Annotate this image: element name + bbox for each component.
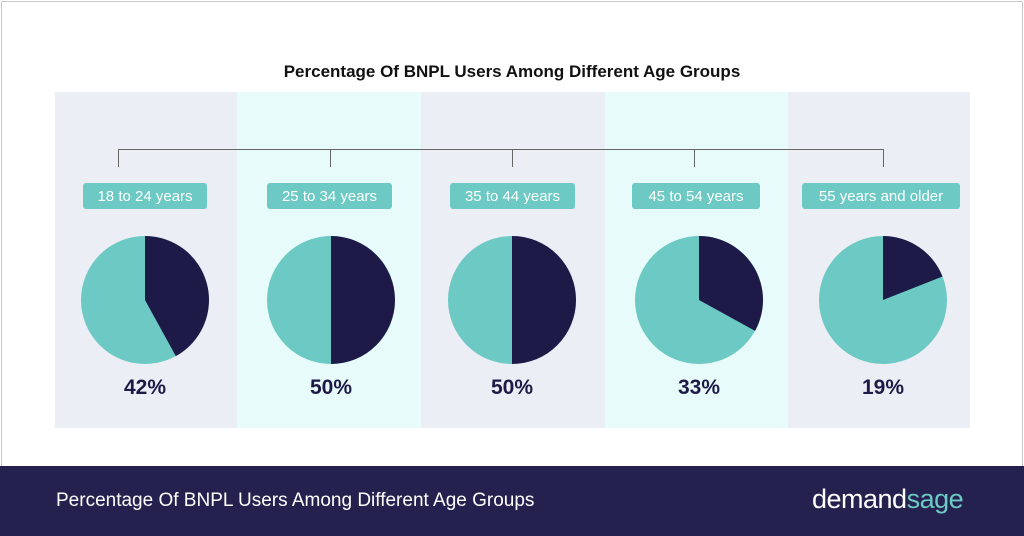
pie-slice-bnpl-users	[883, 236, 943, 300]
pie-chart-3	[635, 236, 763, 364]
percentage-label-2: 50%	[490, 376, 534, 399]
brand-logo-right: sage	[906, 484, 964, 514]
category-label-0: 18 to 24 years	[83, 183, 207, 209]
percentage-label-1: 50%	[309, 376, 353, 399]
footer-bar	[0, 466, 1024, 536]
pie-chart-1	[267, 236, 395, 364]
bracket-horizontal-line	[118, 149, 884, 150]
pie-slice-bnpl-users	[699, 236, 763, 331]
category-label-4: 55 years and older	[802, 183, 960, 209]
pie-slice-bnpl-users	[512, 236, 576, 364]
bracket-tick-4	[883, 149, 884, 167]
pie-slice-bnpl-users	[145, 236, 209, 357]
brand-logo: demandsage	[812, 484, 964, 515]
bracket-tick-2	[512, 149, 513, 167]
pie-chart-2	[448, 236, 576, 364]
brand-logo-left: demand	[812, 484, 907, 514]
pie-slice-bnpl-users	[331, 236, 395, 364]
category-label-1: 25 to 34 years	[267, 183, 392, 209]
footer-caption: Percentage Of BNPL Users Among Different…	[56, 490, 535, 511]
chart-title: Percentage Of BNPL Users Among Different…	[283, 62, 741, 81]
bracket-tick-3	[694, 149, 695, 167]
bracket-tick-0	[118, 149, 119, 167]
pie-chart-0	[81, 236, 209, 364]
pie-chart-4	[819, 236, 947, 364]
percentage-label-4: 19%	[861, 376, 905, 399]
percentage-label-0: 42%	[123, 376, 167, 399]
category-label-3: 45 to 54 years	[632, 183, 760, 209]
percentage-label-3: 33%	[677, 376, 721, 399]
bracket-tick-1	[330, 149, 331, 167]
category-label-2: 35 to 44 years	[450, 183, 575, 209]
